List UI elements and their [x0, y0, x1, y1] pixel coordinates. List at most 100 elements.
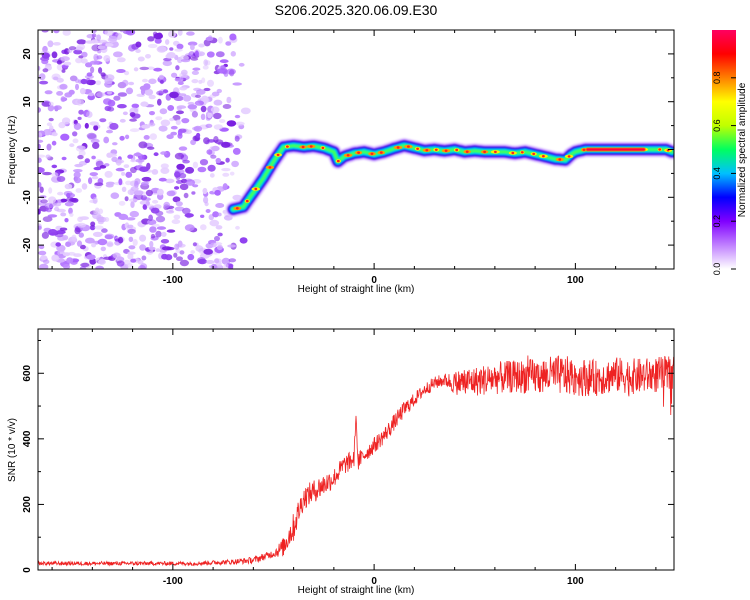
noise-speckle	[81, 183, 88, 190]
noise-speckle	[38, 154, 46, 158]
noise-speckle	[140, 195, 147, 201]
noise-speckle	[166, 134, 174, 140]
noise-speckle	[122, 111, 128, 116]
noise-speckle	[118, 213, 129, 220]
noise-speckle	[38, 244, 45, 250]
noise-speckle	[100, 72, 106, 77]
noise-speckle	[155, 230, 162, 238]
noise-speckle	[157, 98, 162, 106]
noise-speckle	[129, 112, 136, 117]
noise-speckle	[69, 143, 75, 148]
noise-speckle	[76, 240, 83, 247]
noise-speckle	[76, 39, 87, 45]
noise-speckle	[77, 216, 83, 223]
noise-speckle	[48, 101, 54, 106]
noise-speckle	[211, 91, 220, 97]
noise-speckle	[133, 190, 144, 196]
track-hotspot	[558, 158, 562, 161]
noise-speckle	[191, 79, 199, 84]
noise-speckle	[159, 108, 168, 115]
noise-speckle	[159, 79, 164, 85]
noise-speckle	[231, 160, 240, 168]
noise-speckle	[222, 104, 232, 109]
noise-speckle	[190, 44, 195, 51]
noise-speckle	[141, 255, 147, 261]
noise-speckle	[138, 265, 146, 269]
noise-speckle	[192, 67, 201, 71]
track-hotspot	[321, 146, 325, 150]
noise-speckle	[94, 225, 104, 230]
noise-speckle	[98, 208, 104, 215]
noise-speckle	[141, 176, 152, 182]
noise-speckle	[72, 131, 78, 137]
noise-speckle	[38, 107, 41, 113]
noise-speckle	[206, 149, 213, 155]
noise-speckle	[41, 231, 50, 239]
track-hotspot	[346, 154, 350, 157]
noise-speckle	[200, 224, 207, 231]
noise-speckle	[179, 173, 187, 179]
track-hotspot	[301, 145, 305, 149]
noise-speckle	[63, 61, 72, 66]
noise-speckle	[171, 72, 178, 78]
noise-speckle	[225, 41, 232, 46]
noise-speckle	[149, 133, 157, 141]
noise-speckle	[165, 54, 174, 59]
noise-speckle	[149, 240, 154, 248]
noise-speckle	[169, 117, 175, 122]
noise-speckle	[190, 57, 199, 61]
noise-speckle	[92, 231, 103, 237]
noise-speckle	[153, 67, 163, 72]
noise-speckle	[167, 105, 175, 111]
noise-speckle	[107, 99, 116, 107]
noise-speckle	[156, 226, 167, 230]
colorbar-tick-label: 0.6	[712, 119, 722, 132]
noise-speckle	[225, 157, 230, 163]
track-hotspot	[276, 153, 280, 157]
noise-speckle	[122, 259, 131, 265]
noise-speckle	[148, 78, 157, 85]
noise-speckle	[84, 122, 89, 129]
noise-speckle	[119, 118, 126, 123]
noise-speckle	[175, 65, 180, 71]
noise-speckle	[127, 251, 136, 255]
noise-speckle	[174, 77, 182, 82]
noise-speckle	[56, 176, 66, 182]
noise-speckle	[38, 139, 44, 143]
noise-speckle	[140, 101, 149, 107]
noise-speckle	[89, 224, 96, 231]
colorbar: 0.0 0.2 0.4 0.6 0.8 Normalized spectral ampl…	[712, 30, 748, 275]
noise-speckle	[38, 143, 41, 150]
noise-speckle	[46, 122, 53, 127]
noise-speckle	[213, 99, 223, 106]
noise-speckle	[46, 143, 52, 151]
noise-speckle	[128, 198, 138, 202]
noise-speckle	[103, 136, 110, 144]
noise-speckle	[73, 49, 83, 55]
noise-speckle	[58, 121, 66, 129]
noise-speckle	[203, 137, 210, 145]
noise-speckle	[130, 166, 137, 174]
noise-speckle	[80, 58, 88, 64]
y-tick-label: -10	[22, 190, 33, 205]
noise-speckle	[185, 166, 195, 174]
noise-speckle	[184, 224, 195, 232]
noise-speckle	[183, 192, 189, 199]
noise-speckle	[86, 72, 93, 77]
noise-speckle	[99, 118, 107, 123]
noise-speckle	[197, 257, 206, 264]
noise-speckle	[165, 178, 175, 184]
noise-speckle	[194, 50, 199, 57]
noise-speckle	[232, 147, 241, 155]
noise-speckle	[195, 245, 204, 252]
noise-speckle	[91, 242, 97, 248]
noise-speckle	[191, 70, 199, 76]
noise-speckle	[118, 200, 126, 206]
noise-speckle	[149, 226, 157, 233]
track-hotspot	[658, 148, 662, 151]
noise-speckle	[60, 212, 67, 217]
noise-speckle	[179, 183, 189, 191]
noise-speckle	[226, 96, 232, 104]
noise-speckle	[177, 81, 184, 85]
noise-speckle	[158, 74, 164, 80]
